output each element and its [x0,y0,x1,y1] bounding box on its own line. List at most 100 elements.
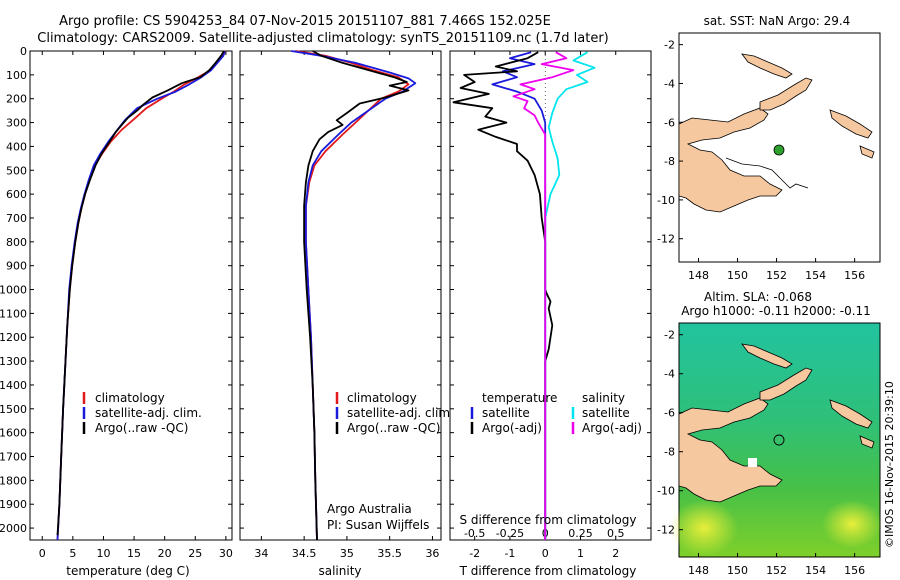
lat-tick-label: -6 [664,407,675,420]
x-tick-label: 0 [39,547,46,560]
sst-map-title: sat. SST: NaN Argo: 29.4 [704,14,851,28]
depth-tick-label: 300 [6,117,27,130]
legend-satellite-label: satellite-adj. clim. [95,406,202,420]
sla-new-ireland-island [741,343,793,369]
lon-tick-label: 154 [805,269,826,282]
lon-tick-label: 154 [805,564,826,577]
salinity-xlabel: salinity [318,564,361,578]
depth-tick-label: 1100 [0,307,27,320]
s-tick-label: 0.5 [607,527,625,540]
temperature-legend: climatology satellite-adj. clim. Argo(..… [82,391,202,435]
s-tick-label: 0.25 [568,527,593,540]
temperature-panel: 0100200300400500600700800900100011001200… [0,45,233,578]
depth-tick-label: 500 [6,164,27,177]
x-tick-label: 15 [127,547,141,560]
reef-outline [725,157,809,189]
legend-s-satellite-label: satellite [582,406,630,420]
figure-title-line2: Climatology: CARS2009. Satellite-adjuste… [37,31,609,46]
sla-map-lon-axis: 148 150 152 154 156 [688,553,865,577]
temperature-xlabel: temperature (deg C) [66,564,189,578]
lon-tick-label: 156 [844,269,865,282]
lat-tick-label: -12 [657,233,675,246]
depth-tick-label: 600 [6,188,27,201]
depth-tick-label: 2000 [0,522,27,535]
lat-tick-label: -8 [664,446,675,459]
depth-tick-label: 1800 [0,474,27,487]
series-line-argo-raw-qc- [303,50,410,541]
solomon-islands [829,109,875,159]
lon-tick-label: 150 [727,564,748,577]
legend-argo-label: Argo(..raw -QC) [95,421,188,435]
x-tick-label: 30 [219,547,233,560]
salinity-series [291,50,417,541]
sla-map-lat-axis: -2 -4 -6 -8 -10 -12 [657,329,683,537]
depth-tick-label: 700 [6,212,27,225]
lat-tick-label: -4 [664,77,675,90]
x-tick-label: 0 [542,547,549,560]
x-tick-label: 34.5 [292,547,317,560]
new-ireland-island [741,53,793,79]
x-tick-label: 35.5 [377,547,402,560]
sal-legend-argo-label: Argo(..raw -QC) [347,421,440,435]
s-difference-xlabel: S difference from climatology [460,513,637,527]
lon-tick-label: 148 [688,564,709,577]
difference-series [452,51,596,540]
lon-tick-label: 148 [688,269,709,282]
sla-map-title-line1: Altim. SLA: -0.068 [704,290,812,304]
sla-float-location-marker [773,434,785,446]
sla-solomon-islands [829,399,875,449]
legend-temperature-header: temperature [482,391,557,405]
salinity-depth-ticks [240,50,441,529]
legend-s-argo-label: Argo(-adj) [582,421,642,435]
depth-tick-label: 1500 [0,403,27,416]
salinity-x-axis: 34 34.5 35 35.5 36 [254,51,439,560]
depth-tick-label: 200 [6,93,27,106]
depth-tick-label: 0 [20,45,27,58]
sla-high-anomaly-east [822,500,882,548]
temperature-x-axis: 0 5 10 15 20 25 30 [39,51,233,560]
x-tick-label: 1 [577,547,584,560]
series-line-s-argo-adj- [512,51,575,540]
temperature-series [56,50,227,541]
sla-white-patch [748,458,757,467]
legend-t-satellite-label: satellite [482,406,530,420]
depth-tick-label: 800 [6,236,27,249]
credit-pi: PI: Susan Wijffels [327,518,429,532]
lat-tick-label: -10 [657,194,675,207]
difference-axes-frame [449,50,652,541]
lon-tick-label: 152 [766,564,787,577]
lat-tick-label: -2 [664,329,675,342]
depth-tick-label: 1200 [0,331,27,344]
sla-new-britain-island [759,367,813,401]
t-difference-xlabel: T difference from climatology [459,564,637,578]
s-tick-label: -0.25 [496,527,524,540]
depth-tick-label: 1700 [0,451,27,464]
new-britain-island [759,77,813,111]
legend-t-argo-label: Argo(-adj) [482,421,542,435]
series-line-s-satellite [544,51,596,540]
depth-tick-label: 1400 [0,379,27,392]
sal-legend-climatology-label: climatology [347,391,417,405]
lat-tick-label: -12 [657,524,675,537]
difference-panel: -2 -1 0 1 2 -0.5 -0.25 0 0.25 0.5 T difference f… [449,50,652,578]
copyright-watermark: ©IMOS 16-Nov-2015 20:39:10 [883,381,896,548]
series-line-t-satellite [491,51,547,540]
legend-salinity-header: salinity [582,391,625,405]
sal-legend-satellite-label: satellite-adj. clim. [347,406,454,420]
sst-map-lon-axis: 148 150 152 154 156 [688,258,865,282]
x-tick-label: 34 [254,547,268,560]
difference-legend: temperature satellite Argo(-adj) salinit… [470,391,642,435]
s-tick-label: -0.5 [464,527,485,540]
sla-high-anomaly [670,500,738,556]
figure-title-line1: Argo profile: CS 5904253_84 07-Nov-2015 … [59,14,551,29]
sla-map-title-line2: Argo h1000: -0.11 h2000: -0.11 [681,304,871,318]
lat-tick-label: -8 [664,155,675,168]
t-difference-axis: -2 -1 0 1 2 [469,51,619,560]
salinity-panel: 34 34.5 35 35.5 36 salinity climatology sate… [239,50,454,578]
sst-map-lat-axis: -2 -4 -6 -8 -10 -12 [657,39,683,246]
x-tick-label: 35 [340,547,354,560]
float-location-marker [773,144,785,156]
sla-map-panel: Altim. SLA: -0.068 Argo h1000: -0.11 h20… [657,290,896,577]
lat-tick-label: -2 [664,39,675,52]
